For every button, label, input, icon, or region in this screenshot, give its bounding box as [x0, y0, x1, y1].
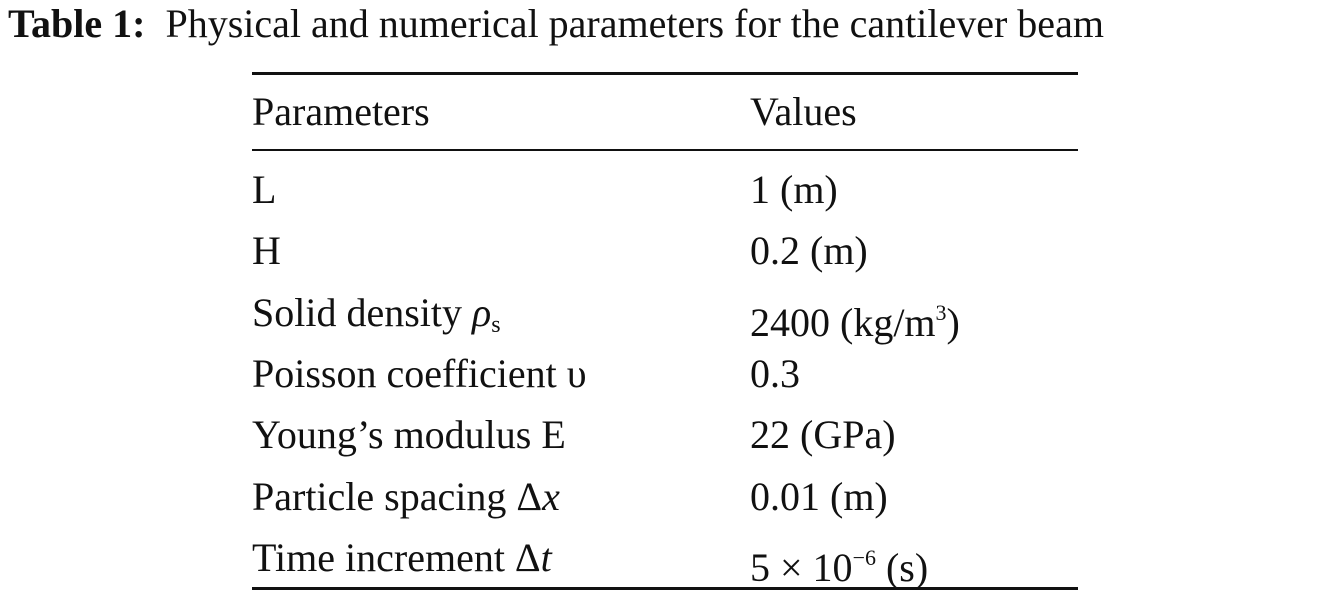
table-cell: 2400 (kg/m3) [750, 289, 960, 347]
cell-text: 3 [935, 299, 947, 325]
caption-text: Physical and numerical parameters for th… [165, 1, 1104, 46]
cell-text: Solid density [252, 289, 473, 335]
cell-text: L [252, 167, 277, 212]
table-cell: Solid density ρs [252, 289, 501, 349]
table-cell: 5 × 10−6 (s) [750, 534, 928, 592]
table-cell: Young’s modulus E [252, 411, 566, 459]
cell-text: ) [946, 299, 960, 345]
header-cell: Values [750, 89, 857, 134]
table-cell: H [252, 227, 281, 275]
table-caption: Table 1: Physical and numerical parameter… [8, 0, 1104, 48]
cell-text: s [491, 311, 501, 338]
cell-text: 5 × 10 [750, 544, 853, 590]
cell-text: 1 (m) [750, 167, 838, 212]
cell-text: 0.2 (m) [750, 228, 868, 274]
cell-text: 0.01 (m) [750, 473, 888, 519]
table-cell: Time increment Δt [252, 534, 552, 582]
table-cell: L [252, 166, 276, 214]
caption-label: Table 1: [8, 1, 146, 46]
cell-text: Young’s modulus E [252, 412, 566, 458]
header-cell: Parameters [252, 89, 430, 134]
cell-text: Particle spacing Δ [252, 473, 543, 519]
header-rule [252, 149, 1078, 151]
table-cell: Particle spacing Δx [252, 473, 560, 521]
table-cell: 0.3 [750, 350, 800, 398]
cell-text: 2400 (kg/m [750, 299, 936, 345]
table-cell: 0.2 (m) [750, 227, 868, 275]
cell-text: ρ [472, 289, 492, 335]
table-cell: 22 (GPa) [750, 411, 896, 459]
cell-text: 22 (GPa) [750, 412, 896, 458]
table-cell: 0.01 (m) [750, 473, 888, 521]
cell-text: Time increment Δ [252, 534, 541, 580]
table-cell: 1 (m) [750, 166, 838, 214]
table-cell: Poisson coefficient υ [252, 350, 587, 398]
cell-text: Poisson coefficient υ [252, 350, 587, 396]
cell-text: t [540, 534, 552, 580]
cell-text: H [252, 228, 281, 274]
cell-text: 0.3 [750, 350, 800, 396]
cell-text: x [542, 473, 560, 519]
bottom-rule [252, 587, 1078, 590]
cell-text: −6 [852, 544, 876, 570]
cell-text: (s) [875, 544, 929, 590]
top-rule [252, 72, 1078, 75]
